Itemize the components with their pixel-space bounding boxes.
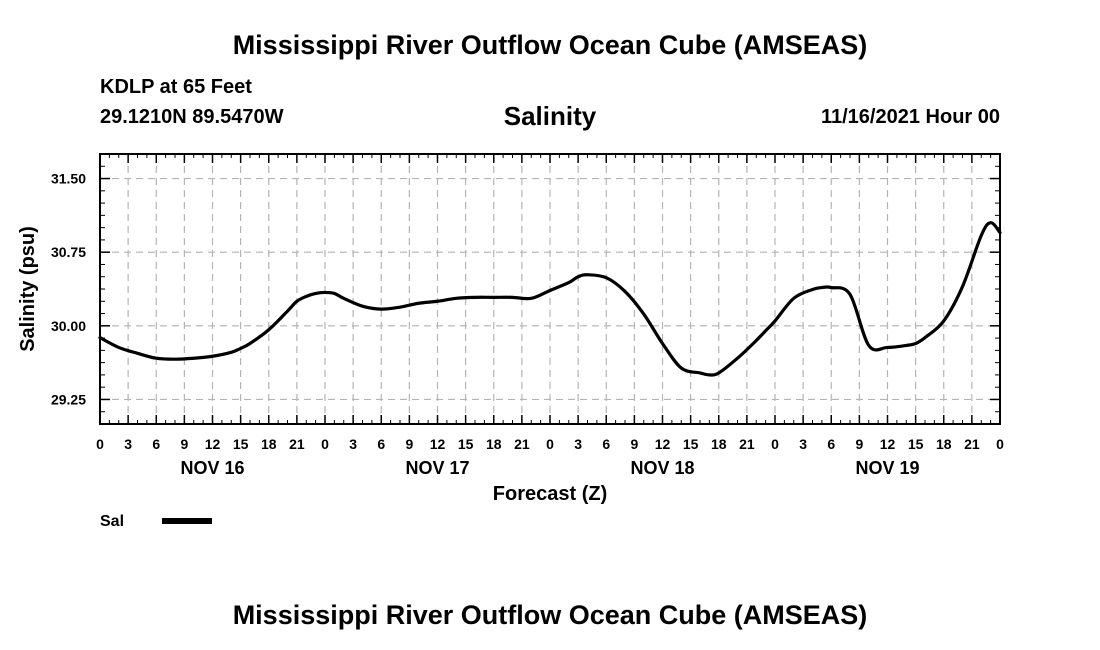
legend-label-sal: Sal: [100, 513, 124, 530]
x-tick-label: 12: [430, 436, 446, 452]
day-label: NOV 17: [405, 458, 469, 478]
x-tick-label: 12: [880, 436, 896, 452]
x-tick-label: 0: [771, 436, 779, 452]
day-label: NOV 19: [855, 458, 919, 478]
day-label: NOV 18: [630, 458, 694, 478]
x-tick-label: 12: [205, 436, 221, 452]
x-tick-label: 15: [233, 436, 249, 452]
main-title: Mississippi River Outflow Ocean Cube (AM…: [232, 30, 868, 60]
x-tick-label: 12: [655, 436, 671, 452]
x-tick-label: 3: [124, 436, 132, 452]
series-line-sal: [98, 221, 1002, 377]
x-tick-label: 15: [683, 436, 699, 452]
x-tick-label: 18: [711, 436, 727, 452]
station-coordinates: 29.1210N 89.5470W: [100, 106, 284, 128]
station-label: KDLP at 65 Feet: [100, 76, 252, 98]
x-tick-label: 21: [739, 436, 755, 452]
x-tick-label: 6: [602, 436, 610, 452]
legend: Sal: [100, 513, 212, 530]
x-tick-label: 9: [855, 436, 863, 452]
day-label: NOV 16: [180, 458, 244, 478]
x-tick-label: 6: [152, 436, 160, 452]
x-tick-label: 6: [827, 436, 835, 452]
y-tick-label: 30.00: [51, 318, 86, 334]
x-tick-label: 21: [289, 436, 305, 452]
y-tick-label: 31.50: [51, 171, 86, 187]
x-tick-label: 3: [349, 436, 357, 452]
x-tick-label: 0: [996, 436, 1004, 452]
x-tick-label: 18: [936, 436, 952, 452]
grid-lines: [100, 154, 1000, 424]
x-axis-title: Forecast (Z): [493, 483, 607, 505]
plot-frame: [99, 153, 1001, 425]
x-tick-label: 0: [321, 436, 329, 452]
x-tick-label: 9: [405, 436, 413, 452]
y-tick-labels: 29.25 30.00 30.75 31.50: [51, 171, 86, 408]
x-tick-labels: 0 3 6 9 12 15 18 21 0 3 6 9 12 15 18 21 0 3 6 9 12 15 18 21 0 3 6 9…: [96, 436, 1004, 452]
x-tick-label: 6: [377, 436, 385, 452]
x-tick-label: 3: [574, 436, 582, 452]
x-tick-label: 0: [96, 436, 104, 452]
series-lines: [98, 221, 1002, 377]
x-tick-label: 21: [514, 436, 530, 452]
x-tick-label: 21: [964, 436, 980, 452]
x-tick-label: 9: [180, 436, 188, 452]
x-tick-label: 18: [261, 436, 277, 452]
x-tick-label: 3: [799, 436, 807, 452]
y-tick-label: 30.75: [51, 244, 86, 260]
chart-title: Salinity: [503, 101, 597, 131]
x-tick-label: 0: [546, 436, 554, 452]
y-tick-label: 29.25: [51, 391, 86, 407]
x-tick-label: 18: [486, 436, 502, 452]
x-tick-label: 15: [458, 436, 474, 452]
day-labels: NOV 16 NOV 17 NOV 18 NOV 19: [180, 458, 919, 478]
bottom-title: Mississippi River Outflow Ocean Cube (AM…: [232, 600, 868, 630]
x-tick-label: 15: [908, 436, 924, 452]
forecast-datetime: 11/16/2021 Hour 00: [820, 106, 1000, 128]
y-axis-title: Salinity (psu): [17, 226, 39, 352]
x-tick-label: 9: [630, 436, 638, 452]
